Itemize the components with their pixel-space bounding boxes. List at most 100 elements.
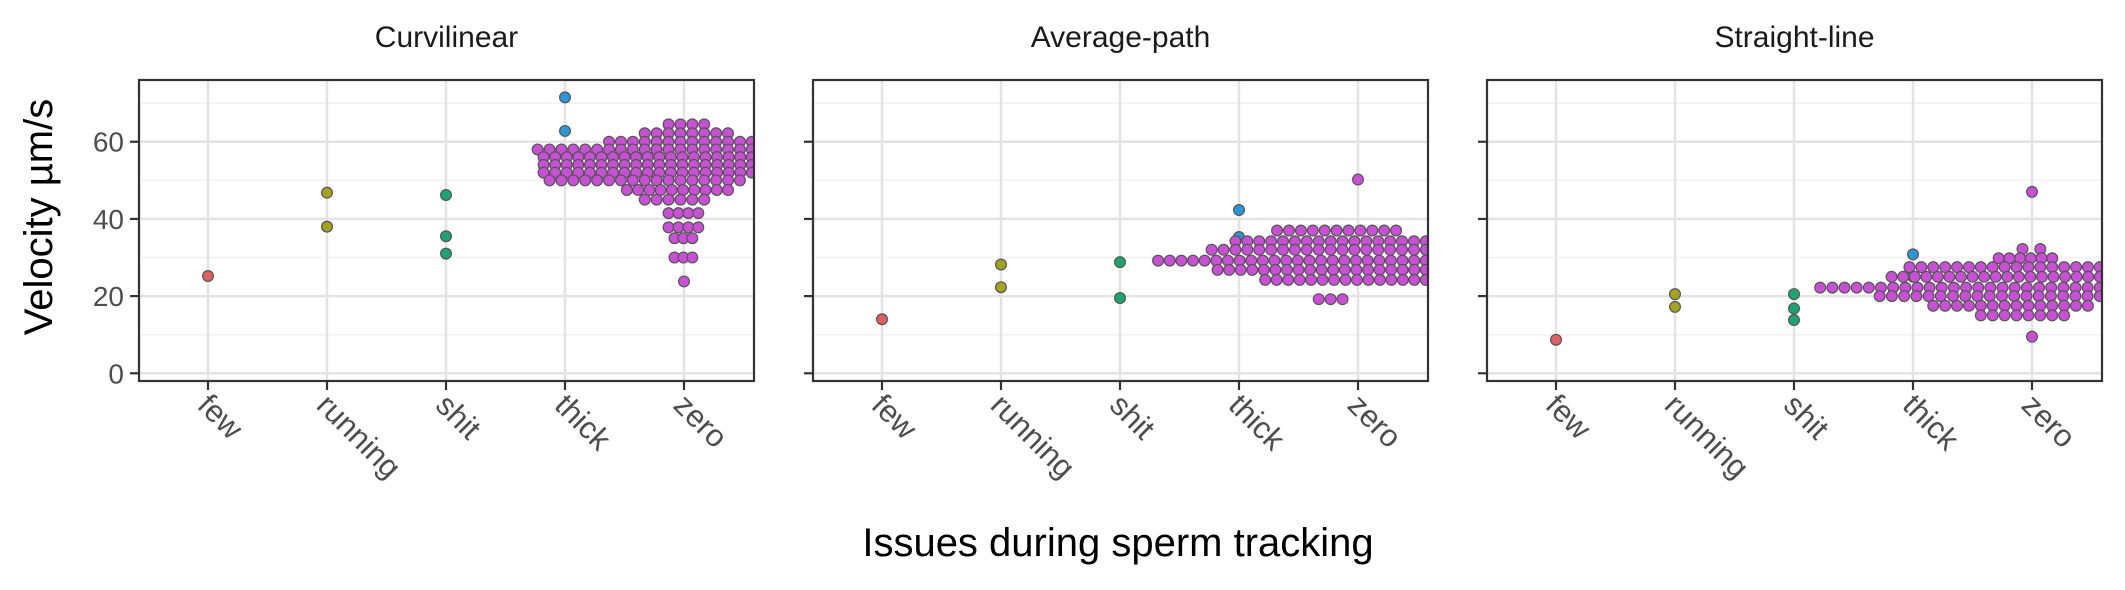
- data-point-zero: [1385, 263, 1398, 276]
- data-point-zero: [1838, 281, 1851, 294]
- data-point-shit: [1787, 314, 1800, 327]
- data-point-zero: [2047, 270, 2060, 283]
- data-point-zero: [2046, 309, 2059, 322]
- data-point-zero: [2035, 270, 2048, 283]
- data-point-zero: [1336, 293, 1349, 306]
- data-point-zero: [2070, 299, 2083, 312]
- data-point-zero: [1354, 224, 1367, 237]
- data-point-zero: [1229, 243, 1242, 256]
- data-point-zero: [1205, 243, 1218, 256]
- x-tick-label: thick: [1222, 387, 1292, 457]
- data-point-zero: [1407, 243, 1420, 256]
- data-point-zero: [662, 207, 675, 220]
- data-point-zero: [1312, 243, 1325, 256]
- data-point-zero: [1324, 293, 1337, 306]
- data-point-zero: [1350, 263, 1363, 276]
- x-axis-title: Issues during sperm tracking: [862, 521, 1373, 565]
- data-point-zero: [1396, 243, 1409, 256]
- data-point-zero: [2020, 290, 2033, 303]
- data-point-zero: [1351, 173, 1364, 186]
- data-point-zero: [1253, 243, 1266, 256]
- data-point-zero: [2082, 270, 2095, 283]
- data-point-zero: [626, 174, 639, 187]
- data-point-zero: [1966, 270, 1979, 283]
- x-tick-label: few: [191, 387, 250, 446]
- data-point-zero: [1316, 273, 1329, 286]
- data-point-zero: [692, 221, 705, 234]
- data-point-thick: [558, 124, 571, 137]
- data-point-zero: [1385, 273, 1398, 286]
- data-point-zero: [579, 174, 592, 187]
- data-point-running: [994, 258, 1007, 271]
- data-point-zero: [2001, 270, 2014, 283]
- data-point-zero: [614, 174, 627, 187]
- data-point-zero: [1898, 290, 1911, 303]
- x-tick-label: zero: [667, 387, 734, 454]
- data-point-zero: [1373, 263, 1386, 276]
- data-point-zero: [1934, 290, 1947, 303]
- data-point-zero: [650, 193, 663, 206]
- data-point-zero: [1315, 263, 1328, 276]
- data-point-zero: [1342, 224, 1355, 237]
- data-point-zero: [1885, 290, 1898, 303]
- data-point-zero: [1915, 261, 1928, 274]
- y-tick-label: 40: [93, 204, 124, 235]
- data-point-zero: [1419, 263, 1428, 276]
- facet-title: Average-path: [1031, 21, 1211, 54]
- data-point-zero: [682, 221, 695, 234]
- data-point-zero: [1280, 263, 1293, 276]
- x-tick-label: thick: [1896, 387, 1966, 457]
- data-point-zero: [2032, 290, 2045, 303]
- data-point-zero: [1922, 290, 1935, 303]
- y-tick-label: 0: [108, 358, 124, 389]
- data-point-zero: [662, 193, 675, 206]
- y-axis-title: Velocity µm/s: [17, 99, 61, 335]
- data-point-zero: [688, 183, 701, 196]
- x-tick-label: running: [1658, 387, 1756, 485]
- data-point-zero: [1327, 263, 1340, 276]
- data-point-zero: [1396, 263, 1409, 276]
- data-points: [875, 173, 1428, 326]
- facet-panel: Curvilinear 0 20 40 60 few running shit thick zer…: [93, 21, 756, 485]
- data-point-zero: [2010, 261, 2023, 274]
- facet-title: Curvilinear: [375, 21, 518, 54]
- data-point-zero: [1292, 263, 1305, 276]
- data-point-zero: [1294, 224, 1307, 237]
- data-point-zero: [1304, 263, 1317, 276]
- data-point-zero: [1350, 273, 1363, 286]
- data-point-zero: [1277, 243, 1290, 256]
- y-tick-label: 20: [93, 281, 124, 312]
- x-tick-label: zero: [1341, 387, 1408, 454]
- data-point-zero: [2008, 290, 2021, 303]
- data-point-zero: [1998, 309, 2011, 322]
- data-point-zero: [1826, 281, 1839, 294]
- data-point-zero: [672, 207, 685, 220]
- data-point-zero: [1338, 263, 1351, 276]
- data-point-zero: [1198, 254, 1211, 267]
- data-point-zero: [677, 275, 690, 288]
- data-point-running: [321, 220, 334, 233]
- x-tick-label: shit: [1777, 387, 1836, 446]
- data-point-zero: [1330, 224, 1343, 237]
- data-point-shit: [1787, 302, 1800, 315]
- data-point-zero: [1175, 254, 1188, 267]
- data-point-zero: [1378, 224, 1391, 237]
- x-tick-label: running: [310, 387, 408, 485]
- data-point-zero: [1269, 263, 1282, 276]
- data-point-zero: [1850, 281, 1863, 294]
- data-point-zero: [1259, 273, 1272, 286]
- data-point-zero: [686, 193, 699, 206]
- data-point-running: [321, 186, 334, 199]
- data-point-zero: [1974, 309, 1987, 322]
- data-point-zero: [1954, 270, 1967, 283]
- data-point-shit: [1113, 256, 1126, 269]
- data-point-zero: [745, 166, 754, 179]
- data-point-zero: [1336, 243, 1349, 256]
- data-point-zero: [1360, 243, 1373, 256]
- data-point-zero: [2025, 330, 2038, 343]
- data-point-few: [202, 270, 215, 283]
- data-point-zero: [1986, 309, 1999, 322]
- data-point-zero: [2059, 270, 2072, 283]
- data-point-zero: [1288, 243, 1301, 256]
